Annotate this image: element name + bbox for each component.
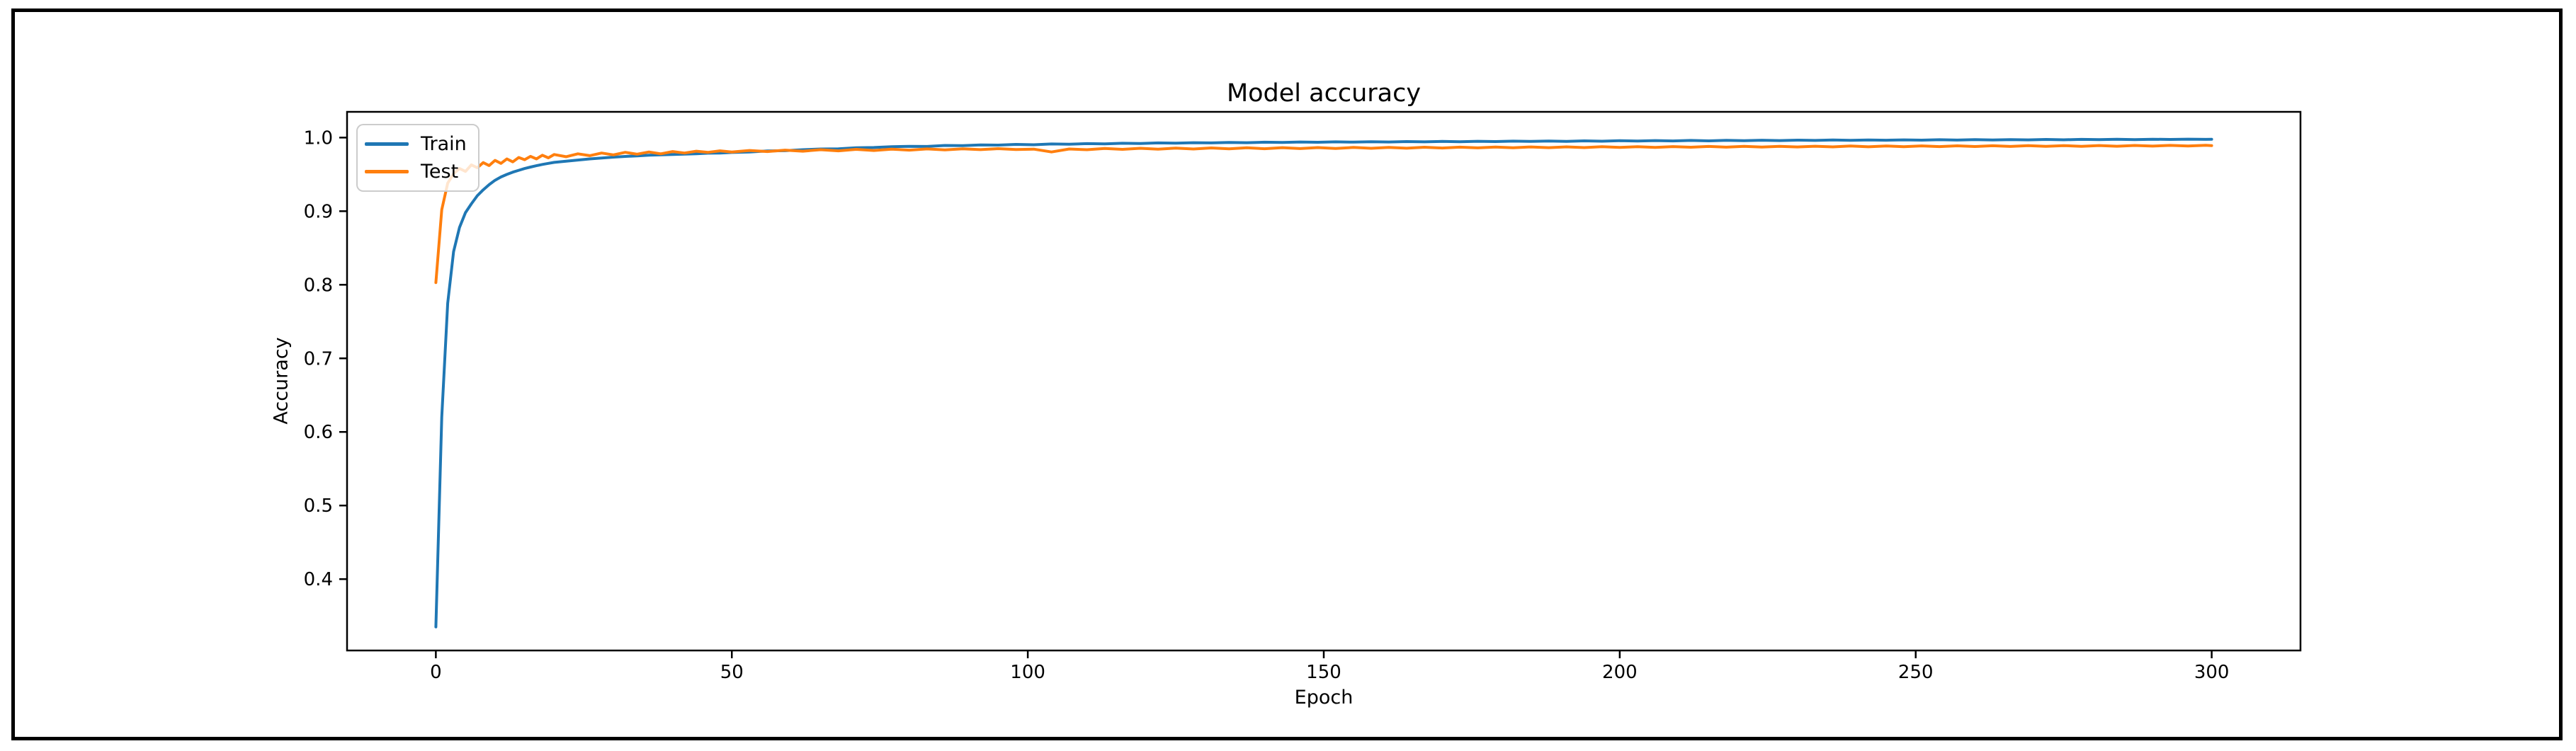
y-tick-label: 0.8: [304, 275, 333, 296]
chart-title: Model accuracy: [1226, 79, 1422, 108]
y-tick-label: 0.7: [304, 348, 333, 369]
x-axis-label: Epoch: [1294, 687, 1354, 709]
y-tick-label: 1.0: [304, 127, 333, 149]
x-tick-label: 100: [1010, 662, 1045, 683]
y-axis-label: Accuracy: [270, 337, 293, 425]
x-tick-label: 150: [1306, 662, 1341, 683]
test-line-swatch: [365, 170, 409, 174]
train-line: [434, 137, 2213, 629]
legend-label-train: Train: [421, 132, 467, 155]
test-line: [434, 144, 2213, 285]
y-tick-label: 0.6: [304, 422, 333, 443]
y-tick-label: 0.9: [304, 201, 333, 222]
train-line-swatch: [365, 142, 409, 146]
y-tick-label: 0.5: [304, 495, 333, 517]
axes-spines: [346, 110, 2302, 652]
legend-entry-train: Train: [365, 133, 471, 155]
x-tick-label: 50: [720, 662, 744, 683]
legend-entry-test: Test: [365, 161, 471, 183]
y-tick-label: 0.4: [304, 569, 333, 590]
x-tick-label: 300: [2194, 662, 2230, 683]
x-tick-label: 200: [1602, 662, 1638, 683]
x-tick-label: 0: [430, 662, 442, 683]
legend-label-test: Test: [421, 161, 459, 183]
legend: Train Test: [356, 124, 480, 192]
x-tick-label: 250: [1898, 662, 1934, 683]
